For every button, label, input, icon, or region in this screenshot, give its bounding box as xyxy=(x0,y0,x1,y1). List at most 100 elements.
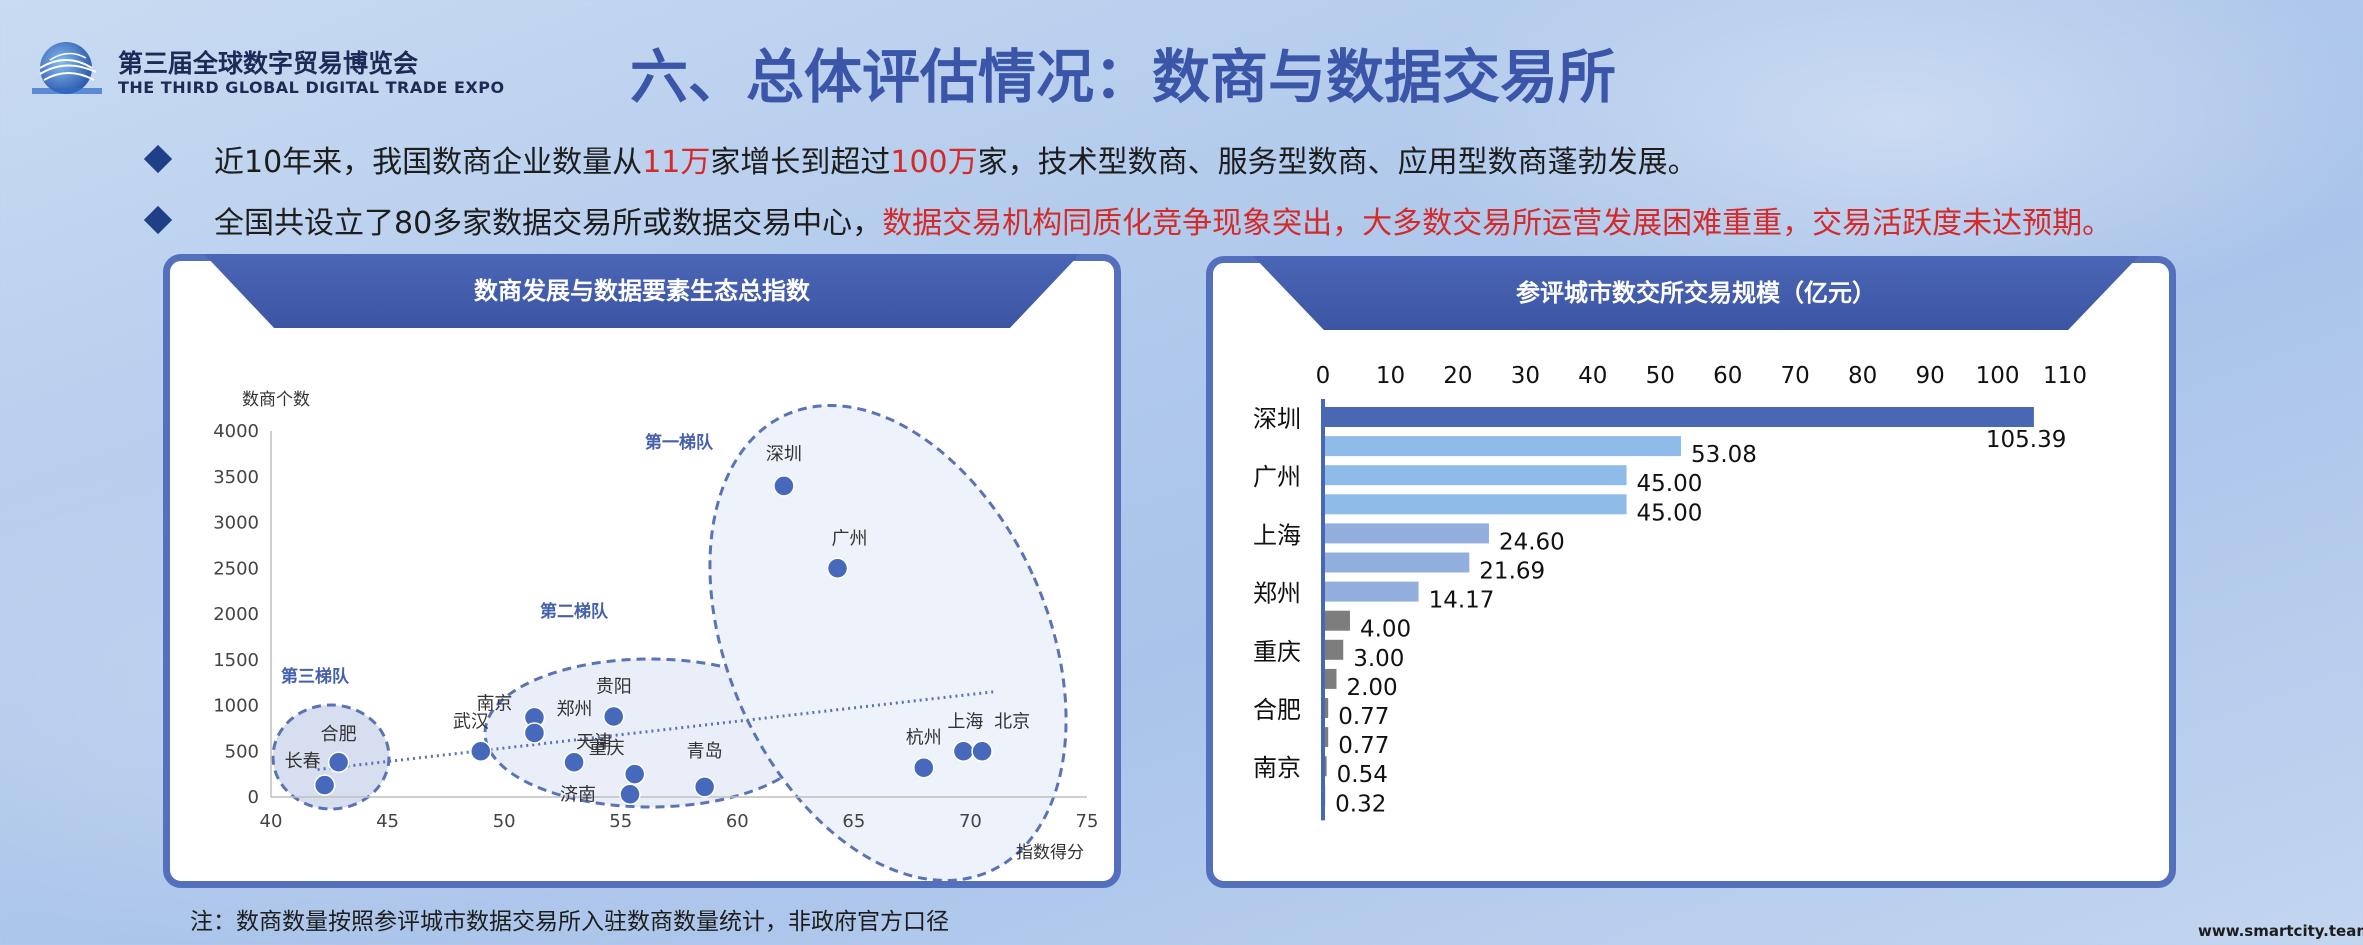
x-tick-label: 75 xyxy=(1076,811,1099,832)
y-tick-label: 2000 xyxy=(213,604,259,625)
bar-chart: 0 10 20 30 40 50 60 70 80 90 100 110 105.39 53.08 45.… xyxy=(1253,363,2087,821)
group-2-label: 第二梯队 xyxy=(540,601,609,622)
x-tick-label: 110 xyxy=(2043,363,2087,389)
value-label: 2.00 xyxy=(1346,675,1397,701)
point-label: 天津 xyxy=(576,732,612,753)
bullet-1-part: 家，技术型数商、服务型数商、应用型数商蓬勃发展。 xyxy=(977,145,1698,180)
city-label: 上海 xyxy=(1253,521,1301,549)
point-label: 济南 xyxy=(560,784,596,805)
x-tick-label: 55 xyxy=(609,811,632,832)
footnote: 注：数商数量按照参评城市数据交易所入驻数商数量统计，非政府官方口径 xyxy=(190,909,949,935)
y-tick-label: 3500 xyxy=(213,467,259,488)
scatter-point xyxy=(313,774,336,796)
bullet-1-part: 家增长到超过 xyxy=(710,145,891,180)
point-label: 深圳 xyxy=(766,444,802,465)
x-tick-labels: 0 10 20 30 40 50 60 70 80 90 100 110 xyxy=(1316,363,2087,389)
bar xyxy=(1323,407,2034,427)
right-chart-panel: 参评城市数交所交易规模（亿元） 0 10 20 30 40 50 60 70 80 90 100 11… xyxy=(1206,256,2176,888)
scatter-point xyxy=(619,783,641,806)
y-tick-label: 4000 xyxy=(213,421,259,442)
bar xyxy=(1323,523,1489,544)
bullet-1-highlight: 11万 xyxy=(642,145,711,180)
y-tick-label: 3000 xyxy=(213,513,259,534)
bullet-2-part: 全国共设立了80多家数据交易所或数据交易中心， xyxy=(214,206,883,241)
scatter-point xyxy=(913,756,935,779)
left-panel-header: 数商发展与数据要素生态总指数 xyxy=(204,254,1080,328)
x-tick-label: 30 xyxy=(1511,363,1540,389)
scatter-point xyxy=(523,722,546,744)
point-label: 贵阳 xyxy=(596,676,632,697)
point-label: 北京 xyxy=(994,711,1030,732)
point-label: 合肥 xyxy=(321,724,357,745)
bullet-1-highlight: 100万 xyxy=(890,145,978,180)
x-tick-label: 65 xyxy=(842,811,865,832)
scatter-point xyxy=(470,740,492,762)
scatter-point xyxy=(623,763,646,785)
city-label: 广州 xyxy=(1253,463,1301,491)
x-axis-title: 指数得分 xyxy=(1016,843,1084,863)
x-tick-label: 50 xyxy=(1646,363,1675,389)
logo-chinese-name: 第三届全球数字贸易博览会 xyxy=(118,49,419,78)
x-tick-label: 40 xyxy=(260,811,283,832)
scatter-point xyxy=(952,740,975,762)
point-label: 郑州 xyxy=(556,699,592,720)
x-tick-label: 100 xyxy=(1976,363,2020,389)
bar xyxy=(1323,552,1470,573)
point-label: 南京 xyxy=(476,693,512,714)
y-axis-title: 数商个数 xyxy=(242,390,310,410)
value-label: 45.00 xyxy=(1637,471,1703,497)
bars xyxy=(1323,407,2034,806)
value-label: 24.60 xyxy=(1499,529,1565,555)
scatter-point xyxy=(773,475,795,497)
diamond-bullet-icon xyxy=(143,144,173,174)
group-3-label: 第三梯队 xyxy=(281,666,350,687)
right-panel-header: 参评城市数交所交易规模（亿元） xyxy=(1253,256,2139,330)
bar xyxy=(1323,436,1682,457)
value-label: 45.00 xyxy=(1637,500,1703,526)
value-label: 21.69 xyxy=(1479,559,1545,585)
x-tick-label: 60 xyxy=(726,811,749,832)
y-tick-label: 0 xyxy=(248,787,259,808)
scatter-point xyxy=(602,705,625,728)
bullet-1-part: 近10年来，我国数商企业数量从 xyxy=(214,145,643,180)
bullet-2-highlight: 数据交易机构同质化竞争现象突出，大多数交易所运营发展困难重重，交易活跃度未达预期… xyxy=(882,206,2113,241)
city-label: 合肥 xyxy=(1253,696,1301,724)
x-tick-label: 40 xyxy=(1578,363,1607,389)
y-tick-label: 1000 xyxy=(213,696,259,717)
point-label: 武汉 xyxy=(453,711,489,732)
bar xyxy=(1323,465,1627,486)
value-label: 3.00 xyxy=(1353,646,1404,672)
y-tick-labels: 0 500 1000 1500 2000 2500 3000 3500 4000 xyxy=(213,421,259,808)
value-label: 0.32 xyxy=(1335,791,1386,817)
expo-logo: 第三届全球数字贸易博览会 THE THIRD GLOBAL DIGITAL TR… xyxy=(30,38,504,100)
scatter-point xyxy=(563,751,585,773)
point-label: 青岛 xyxy=(687,741,723,762)
bar xyxy=(1323,668,1337,689)
scatter-point xyxy=(693,776,716,798)
page-title: 六、总体评估情况：数商与数据交易所 xyxy=(630,43,1617,111)
x-tick-label: 80 xyxy=(1848,363,1877,389)
point-label: 重庆 xyxy=(589,738,625,759)
group-ellipses xyxy=(271,404,1068,881)
x-tick-label: 10 xyxy=(1376,363,1405,389)
group-1-label: 第一梯队 xyxy=(645,432,714,453)
point-label: 杭州 xyxy=(906,728,942,749)
globe-logo-icon xyxy=(32,42,102,94)
scatter-chart: 第一梯队 第二梯队 第三梯队 40 45 50 55 60 65 70 75 0 500 1000… xyxy=(213,390,1099,881)
scatter-point xyxy=(971,740,993,762)
x-tick-label: 45 xyxy=(376,811,399,832)
logo-english-name: THE THIRD GLOBAL DIGITAL TRADE EXPO xyxy=(118,78,505,97)
point-label: 广州 xyxy=(832,528,868,549)
group-1-ellipse xyxy=(708,404,1068,881)
bullet-2-text: 全国共设立了80多家数据交易所或数据交易中心，数据交易机构同质化竞争现象突出，大… xyxy=(214,198,2112,242)
scatter-point xyxy=(826,557,849,579)
y-tick-label: 1500 xyxy=(213,650,259,671)
x-tick-labels: 40 45 50 55 60 65 70 75 xyxy=(260,811,1099,832)
x-tick-label: 20 xyxy=(1443,363,1472,389)
city-label: 郑州 xyxy=(1253,580,1301,608)
city-label: 南京 xyxy=(1253,754,1301,782)
y-tick-label: 500 xyxy=(225,741,259,762)
bar xyxy=(1323,698,1329,718)
